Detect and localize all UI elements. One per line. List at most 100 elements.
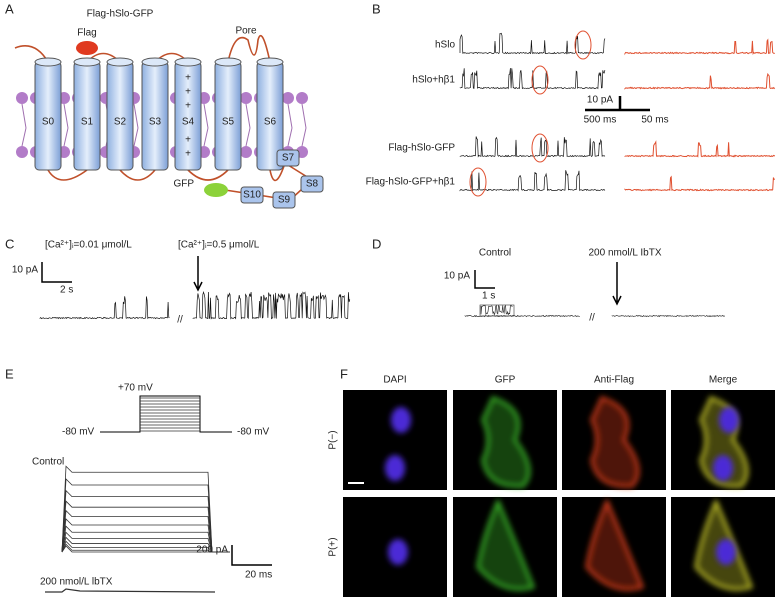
lipid-tail [203, 127, 209, 147]
highlight-circle [469, 167, 487, 197]
trace-label: hSlo [435, 40, 455, 51]
current-trace [45, 588, 216, 593]
micrograph [343, 390, 447, 490]
burst [479, 304, 515, 317]
helix-top [141, 57, 169, 67]
segment-label: S1 [81, 117, 94, 128]
cell [585, 498, 645, 591]
row-label: P(−) [328, 430, 339, 449]
segment-label: S5 [222, 117, 235, 128]
highlight-circle [531, 65, 549, 95]
voltage-protocol [100, 395, 232, 433]
segment-label: S2 [114, 117, 127, 128]
scale-label: 50 ms [641, 115, 668, 126]
panel-label: D [372, 236, 381, 251]
lipid-tail [287, 127, 293, 147]
micrograph [453, 497, 557, 597]
lipid-tail [63, 103, 69, 129]
segment-label: S10 [243, 190, 261, 201]
lipid-head [16, 92, 28, 104]
helix-top [106, 57, 134, 67]
charge: + [185, 149, 191, 160]
helix-top [73, 57, 101, 67]
trace-label: hSlo+hβ1 [412, 75, 455, 86]
scale-label: 10 pA [444, 271, 470, 282]
nucleus [388, 539, 408, 565]
current-trace [61, 489, 230, 553]
lipid-tail [245, 103, 251, 129]
micrograph [671, 497, 775, 597]
segment-label: S0 [42, 117, 55, 128]
highlight-circle [531, 133, 549, 163]
arrow [612, 262, 622, 306]
arrow [193, 256, 203, 292]
lipid-tail [301, 127, 307, 147]
peptide-chain [14, 34, 287, 182]
helix-top [34, 57, 62, 67]
cell [476, 498, 536, 591]
scale-label: 10 pA [12, 265, 38, 276]
current-trace [61, 478, 230, 553]
current-trace [61, 465, 230, 553]
charge: + [185, 101, 191, 112]
single-channel-trace [459, 136, 606, 158]
lipid-tail [21, 127, 27, 147]
charge: + [185, 73, 191, 84]
condition-label: [Ca²⁺]ᵢ=0.01 μmol/L [45, 240, 132, 251]
gfp-tag [204, 183, 228, 197]
single-channel-trace [459, 68, 606, 90]
column-label: DAPI [383, 375, 406, 386]
single-channel-trace [459, 170, 606, 192]
voltage-label: -80 mV [62, 427, 95, 438]
lipid-head [296, 92, 308, 104]
row-label: P(+) [328, 537, 339, 556]
scale-label: 10 pA [587, 95, 613, 106]
helix-top [256, 57, 284, 67]
scale-bar [231, 545, 272, 566]
single-channel-trace [192, 291, 351, 320]
pore-label: Pore [235, 26, 257, 37]
segment-label: S4 [182, 117, 195, 128]
scale-label: 1 s [482, 291, 495, 302]
lipid-tail [287, 103, 293, 129]
helix-top [214, 57, 242, 67]
charge: + [185, 135, 191, 146]
panel-label: E [5, 366, 14, 381]
nucleus [713, 455, 733, 481]
lipid-head [240, 92, 252, 104]
panel-label: F [340, 366, 348, 381]
expanded-trace [624, 175, 776, 192]
lipid-tail [133, 127, 139, 147]
column-label: Merge [709, 375, 738, 386]
lipid-tail [21, 103, 27, 129]
scale-label: 200 pA [196, 545, 228, 556]
segment-label: S3 [149, 117, 162, 128]
domain-box [300, 175, 324, 193]
charge: + [185, 87, 191, 98]
helix-top [174, 57, 202, 67]
break-mark: // [177, 315, 183, 326]
expanded-trace [624, 140, 776, 158]
segment-label: S8 [306, 179, 319, 190]
segment-label: S6 [264, 117, 277, 128]
segment-label: S9 [278, 195, 291, 206]
flag-label: Flag [77, 28, 96, 39]
lipid-tail [63, 127, 69, 147]
lipid-head [16, 146, 28, 158]
expanded-trace [624, 72, 776, 90]
scale-label: 20 ms [245, 570, 272, 581]
lipid-tail [245, 127, 251, 147]
cell [590, 396, 640, 488]
panel-label: B [372, 1, 381, 16]
segment-label: S7 [282, 153, 295, 164]
expanded-trace [624, 38, 775, 56]
lipid-head [240, 146, 252, 158]
trace-label: Flag-hSlo-GFP [388, 143, 455, 154]
micrograph [562, 390, 666, 490]
lipid-tail [133, 103, 139, 129]
nucleus [391, 407, 411, 433]
condition-label: Control [32, 457, 64, 468]
lipid-head [282, 92, 294, 104]
scale-bar [585, 96, 650, 112]
